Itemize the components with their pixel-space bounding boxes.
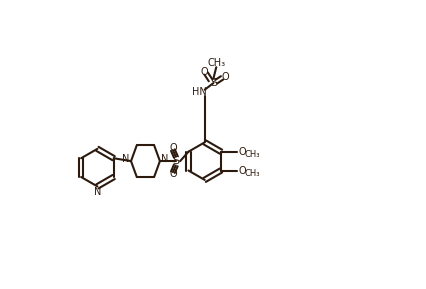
Text: O: O [169, 143, 177, 153]
Text: S: S [172, 156, 179, 166]
Text: HN: HN [192, 87, 206, 97]
Text: O: O [169, 169, 177, 179]
Text: N: N [122, 154, 130, 164]
Text: O: O [238, 147, 246, 157]
Text: O: O [221, 72, 229, 82]
Text: O: O [201, 66, 208, 77]
Text: CH₃: CH₃ [244, 150, 259, 159]
Text: CH₃: CH₃ [244, 169, 259, 178]
Text: O: O [238, 166, 246, 175]
Text: CH₃: CH₃ [207, 58, 225, 68]
Text: N: N [161, 154, 169, 164]
Text: S: S [210, 78, 217, 88]
Text: N: N [94, 187, 101, 197]
